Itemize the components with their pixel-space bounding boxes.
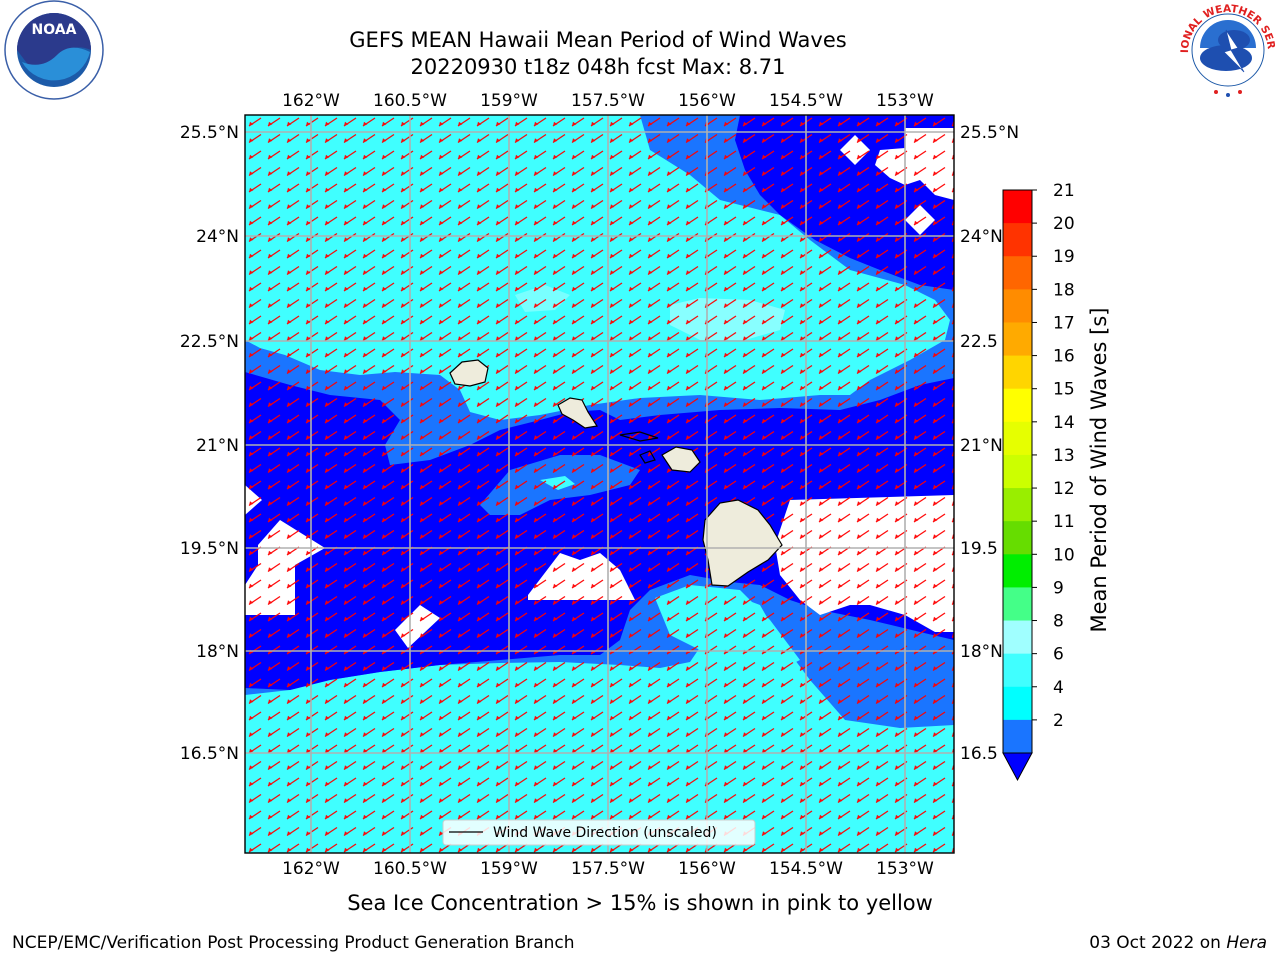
lat-label-right: 21°N xyxy=(960,436,1003,456)
lon-label-top: 159°W xyxy=(480,91,538,111)
colorbar-swatch xyxy=(1003,289,1032,323)
colorbar-swatch xyxy=(1003,454,1032,489)
lon-labels: 162°W 160.5°W 159°W 157.5°W 156°W 154.5°… xyxy=(282,91,934,879)
lat-labels-left: 25.5°N 24°N 22.5°N 21°N 19.5°N 18°N 16.5… xyxy=(180,123,239,764)
map-area xyxy=(245,115,954,853)
island-hawaii xyxy=(702,499,783,587)
colorbar-swatch xyxy=(1003,653,1032,688)
lat-label-left: 18°N xyxy=(196,642,239,662)
colorbar-label: Mean Period of Wind Waves [s] xyxy=(1087,308,1111,633)
colorbar-tick-label: 6 xyxy=(1053,645,1064,665)
colorbar-swatch xyxy=(1003,322,1032,357)
island-maui xyxy=(661,446,701,473)
lat-label-right: 22.5 xyxy=(960,332,998,352)
lon-label-top: 162°W xyxy=(282,91,340,111)
colorbar-tick-label: 2 xyxy=(1053,711,1064,731)
colorbar-swatch xyxy=(1003,421,1032,456)
lon-label-top: 153°W xyxy=(876,91,934,111)
lon-label-top: 157.5°W xyxy=(571,91,645,111)
colorbar-swatch xyxy=(1003,190,1032,224)
lat-label-left: 25.5°N xyxy=(180,123,239,143)
lon-label-top: 156°W xyxy=(678,91,736,111)
lat-label-left: 16.5°N xyxy=(180,744,239,764)
colorbar-tick-label: 21 xyxy=(1053,181,1075,201)
lat-label-right: 25.5°N xyxy=(960,123,1019,143)
wave-direction-arrows xyxy=(245,115,954,853)
colorbar: 21 20 19 18 17 16 15 14 13 12 11 10 9 8 6 4 2 xyxy=(1002,181,1075,782)
map-legend: Wind Wave Direction (unscaled) xyxy=(442,819,756,846)
lon-label-bottom: 156°W xyxy=(678,859,736,879)
footer-date-text: 03 Oct 2022 on xyxy=(1089,933,1221,953)
lon-label-top: 154.5°W xyxy=(769,91,843,111)
colorbar-tick-label: 18 xyxy=(1053,280,1075,300)
lon-label-bottom: 162°W xyxy=(282,859,340,879)
lat-label-right: 24°N xyxy=(960,227,1003,247)
footer-org: NCEP/EMC/Verification Post Processing Pr… xyxy=(12,933,575,953)
lat-label-left: 24°N xyxy=(196,227,239,247)
colorbar-tick-label: 16 xyxy=(1053,347,1075,367)
lat-label-right: 19.5 xyxy=(960,539,998,559)
colorbar-swatch xyxy=(1003,256,1032,290)
colorbar-tick-label: 14 xyxy=(1053,413,1075,433)
footer-date: 03 Oct 2022 on Hera xyxy=(1089,933,1267,953)
lat-label-right: 16.5 xyxy=(960,744,998,764)
lat-label-right: 18°N xyxy=(960,642,1003,662)
chart-title: GEFS MEAN Hawaii Mean Period of Wind Wav… xyxy=(349,28,847,52)
colorbar-swatch xyxy=(1003,388,1032,423)
island-kauai xyxy=(449,359,489,387)
island-oahu xyxy=(557,397,598,429)
lon-label-bottom: 160.5°W xyxy=(373,859,447,879)
colorbar-tick-label: 17 xyxy=(1053,313,1075,333)
colorbar-tick-label: 10 xyxy=(1053,545,1075,565)
colorbar-swatch xyxy=(1003,223,1032,257)
map-frame xyxy=(244,114,955,854)
noaa-logo: NOAA xyxy=(4,0,104,100)
colorbar-tick-label: 8 xyxy=(1053,612,1064,632)
colorbar-tick-label: 19 xyxy=(1053,247,1075,267)
colorbar-tick-label: 12 xyxy=(1053,479,1075,499)
colorbar-swatch xyxy=(1003,488,1032,522)
nws-logo: NATIONAL WEATHER SERVICE xyxy=(1176,0,1277,98)
colorbar-tick-label: 4 xyxy=(1053,678,1064,698)
chart-subtitle: 20220930 t18z 048h fcst Max: 8.71 xyxy=(410,55,786,79)
lon-label-bottom: 154.5°W xyxy=(769,859,843,879)
colorbar-under-extension xyxy=(1002,752,1033,782)
noaa-logo-text: NOAA xyxy=(32,22,77,38)
colorbar-swatch xyxy=(1003,620,1032,655)
colorbar-frame xyxy=(1002,189,1033,754)
colorbar-tick-label: 13 xyxy=(1053,446,1075,466)
colorbar-swatch xyxy=(1003,587,1032,622)
island-molokai xyxy=(619,431,659,442)
colorbar-tick-label: 15 xyxy=(1053,380,1075,400)
lat-labels-right: 25.5°N 24°N 22.5 21°N 19.5 18°N 16.5 xyxy=(960,123,1019,764)
lon-label-bottom: 159°W xyxy=(480,859,538,879)
sea-ice-note: Sea Ice Concentration > 15% is shown in … xyxy=(347,891,933,915)
gridlines xyxy=(245,115,954,853)
colorbar-tick-label: 9 xyxy=(1053,578,1064,598)
colorbar-tick-label: 11 xyxy=(1053,512,1075,532)
colorbar-swatch xyxy=(1003,554,1032,588)
legend-label: Wind Wave Direction (unscaled) xyxy=(493,825,717,841)
colorbar-swatch xyxy=(1003,686,1032,721)
island-lanai xyxy=(639,450,656,464)
lat-label-left: 19.5°N xyxy=(180,539,239,559)
colorbar-tick-label: 20 xyxy=(1053,214,1075,234)
lon-label-bottom: 157.5°W xyxy=(571,859,645,879)
colorbar-swatch xyxy=(1003,719,1032,754)
colorbar-swatch xyxy=(1003,521,1032,555)
lat-label-left: 21°N xyxy=(196,436,239,456)
lon-label-top: 160.5°W xyxy=(373,91,447,111)
footer-host: Hera xyxy=(1226,933,1267,953)
lat-label-left: 22.5°N xyxy=(180,332,239,352)
lon-label-bottom: 153°W xyxy=(876,859,934,879)
colorbar-swatch xyxy=(1003,355,1032,390)
